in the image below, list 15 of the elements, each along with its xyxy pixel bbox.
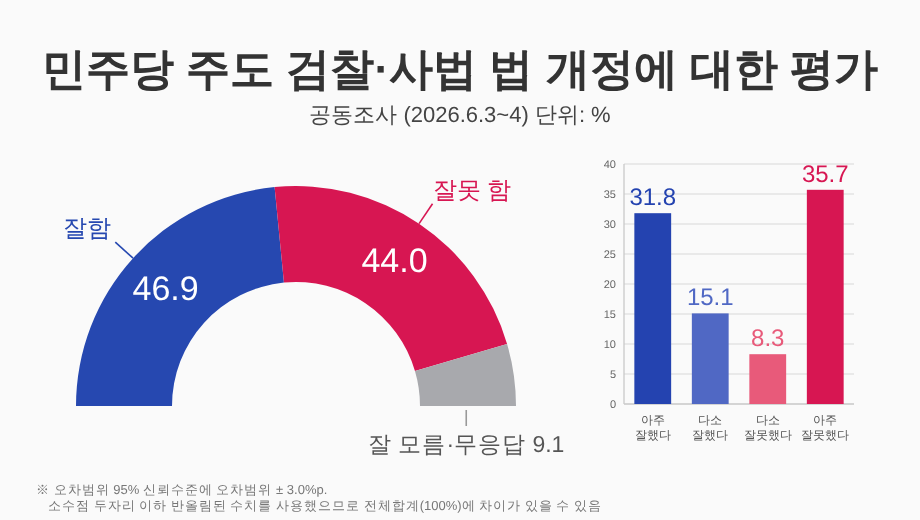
slice-label: 잘 모름·무응답 9.1 [368, 434, 565, 458]
bar [634, 213, 672, 404]
data-label: 44.0 [361, 242, 428, 281]
bar [691, 313, 729, 404]
data-label: 35.7 [801, 159, 850, 188]
bar [806, 189, 844, 404]
chart-title: 민주당 주도 검찰·사법 법 개정에 대한 평가 [42, 44, 878, 94]
chart-subtitle: 공동조사 (2026.6.3~4) 단위: % [309, 104, 612, 128]
data-label: 15.1 [686, 283, 735, 312]
data-label: 46.9 [132, 269, 199, 308]
data-label: 31.8 [629, 183, 677, 212]
data-label: 8.3 [751, 324, 786, 353]
bar [749, 354, 787, 404]
slice-label: 잘못 함 [432, 175, 512, 204]
slice-label: 잘함 [63, 214, 112, 243]
